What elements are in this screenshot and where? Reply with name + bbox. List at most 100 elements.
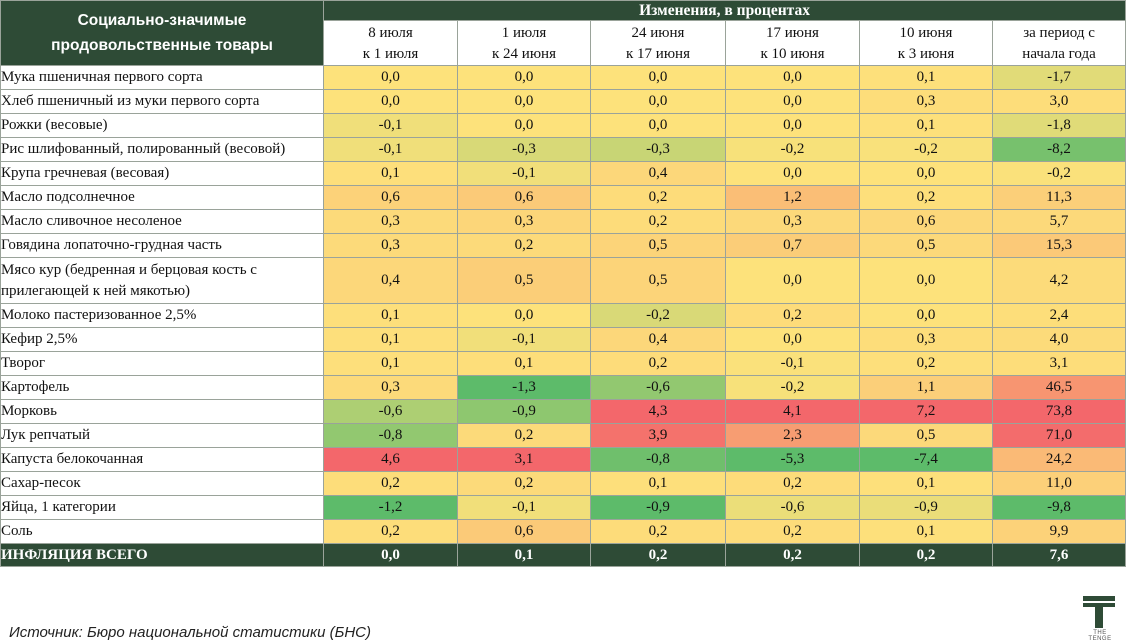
row-label: Крупа гречневая (весовая): [0, 161, 324, 186]
value-cell: 0,5: [859, 233, 993, 258]
column-header-line: начала года: [1022, 46, 1096, 62]
value-cell: 0,3: [859, 89, 993, 114]
row-label: Капуста белокочанная: [0, 447, 324, 472]
value-cell: 0,0: [323, 89, 458, 114]
value-cell: -0,2: [725, 137, 860, 162]
column-header-line: к 1 июля: [362, 46, 419, 62]
value-cell: 46,5: [991, 375, 1127, 400]
value-cell: 4,2: [991, 257, 1127, 304]
value-cell: 0,2: [323, 519, 458, 544]
value-cell: 0,2: [859, 185, 993, 210]
table-row: Крупа гречневая (весовая) 0,1 -0,1 0,4 0,0 0,…: [0, 161, 1127, 186]
total-value-cell: 0,2: [725, 543, 860, 567]
row-label: Картофель: [0, 375, 324, 400]
table-row: Яйца, 1 категории -1,2 -0,1 -0,9 -0,6 -0,9 -9,…: [0, 495, 1127, 520]
tenge-t-logo-icon: [1083, 596, 1115, 628]
value-cell: 0,5: [590, 233, 726, 258]
row-label: Лук репчатый: [0, 423, 324, 448]
value-cell: 0,6: [323, 185, 458, 210]
value-cell: 0,1: [323, 327, 458, 352]
row-label: Яйца, 1 категории: [0, 495, 324, 520]
value-cell: -0,3: [590, 137, 726, 162]
value-cell: 0,1: [590, 471, 726, 496]
value-cell: 0,2: [457, 233, 591, 258]
group-header: Изменения, в процентах: [322, 0, 1127, 21]
value-cell: 0,2: [457, 423, 591, 448]
column-header-line: 17 июня: [766, 25, 819, 41]
value-cell: 3,1: [991, 351, 1127, 376]
table-row: Мука пшеничная первого сорта 0,0 0,0 0,0 0,0…: [0, 65, 1127, 90]
value-cell: 0,4: [590, 161, 726, 186]
value-cell: 0,1: [859, 65, 993, 90]
value-cell: 15,3: [991, 233, 1127, 258]
value-cell: 24,2: [991, 447, 1127, 472]
column-header: за период с начала года: [991, 20, 1127, 66]
value-cell: 3,9: [590, 423, 726, 448]
total-value-cell: 7,6: [991, 543, 1127, 567]
row-label: Рис шлифованный, полированный (весовой): [0, 137, 324, 162]
table-row: Кефир 2,5% 0,1 -0,1 0,4 0,0 0,3 4,0: [0, 327, 1127, 352]
value-cell: -0,1: [323, 113, 458, 138]
value-cell: -0,8: [590, 447, 726, 472]
value-cell: 0,4: [590, 327, 726, 352]
value-cell: 0,0: [725, 327, 860, 352]
table-row: Мясо кур (бедренная и берцовая кость с п…: [0, 257, 1127, 304]
table-row: Творог 0,1 0,1 0,2 -0,1 0,2 3,1: [0, 351, 1127, 376]
table-row: Картофель 0,3 -1,3 -0,6 -0,2 1,1 46,5: [0, 375, 1127, 400]
value-cell: -5,3: [725, 447, 860, 472]
table-row: Хлеб пшеничный из муки первого сорта 0,0 0…: [0, 89, 1127, 114]
value-cell: 1,2: [725, 185, 860, 210]
value-cell: 0,2: [725, 471, 860, 496]
value-cell: 4,1: [725, 399, 860, 424]
row-label: Масло подсолнечное: [0, 185, 324, 210]
value-cell: 0,2: [859, 351, 993, 376]
value-cell: 0,4: [323, 257, 458, 304]
value-cell: 71,0: [991, 423, 1127, 448]
row-label: Мука пшеничная первого сорта: [0, 65, 324, 90]
value-cell: -0,9: [859, 495, 993, 520]
table-row: Масло сливочное несоленое 0,3 0,3 0,2 0,3 0,6…: [0, 209, 1127, 234]
column-header: 24 июня к 17 июня: [590, 20, 726, 66]
value-cell: 4,6: [323, 447, 458, 472]
column-header-line: 1 июля: [501, 25, 547, 41]
value-cell: 0,0: [590, 65, 726, 90]
column-header: 17 июня к 10 июня: [725, 20, 860, 66]
value-cell: 0,1: [859, 113, 993, 138]
value-cell: 0,1: [323, 303, 458, 328]
value-cell: -1,3: [457, 375, 591, 400]
value-cell: -0,1: [457, 495, 591, 520]
value-cell: 9,9: [991, 519, 1127, 544]
total-value-cell: 0,1: [457, 543, 591, 567]
value-cell: 0,5: [457, 257, 591, 304]
value-cell: 0,3: [457, 209, 591, 234]
total-value-cell: 0,2: [590, 543, 726, 567]
row-label: Хлеб пшеничный из муки первого сорта: [0, 89, 324, 114]
value-cell: -0,1: [725, 351, 860, 376]
table-row: Масло подсолнечное 0,6 0,6 0,2 1,2 0,2 11,3: [0, 185, 1127, 210]
column-header-line: за период с: [1023, 25, 1095, 41]
value-cell: 0,0: [457, 303, 591, 328]
value-cell: -0,2: [991, 161, 1127, 186]
value-cell: 0,1: [323, 351, 458, 376]
value-cell: 0,5: [590, 257, 726, 304]
value-cell: 0,0: [725, 65, 860, 90]
value-cell: 0,0: [323, 65, 458, 90]
value-cell: 2,3: [725, 423, 860, 448]
source-note: Источник: Бюро национальной статистики (…: [9, 624, 371, 641]
value-cell: 0,0: [859, 303, 993, 328]
row-label: Морковь: [0, 399, 324, 424]
value-cell: -0,8: [323, 423, 458, 448]
value-cell: 0,0: [725, 257, 860, 304]
total-value-cell: 0,2: [859, 543, 993, 567]
total-label: ИНФЛЯЦИЯ ВСЕГО: [0, 543, 324, 567]
row-label: Рожки (весовые): [0, 113, 324, 138]
table-row: Морковь -0,6 -0,9 4,3 4,1 7,2 73,8: [0, 399, 1127, 424]
column-header-line: 10 июня: [899, 25, 953, 41]
row-label: Масло сливочное несоленое: [0, 209, 324, 234]
value-cell: 0,0: [590, 89, 726, 114]
value-cell: -1,2: [323, 495, 458, 520]
value-cell: 0,3: [725, 209, 860, 234]
value-cell: 0,5: [859, 423, 993, 448]
value-cell: 73,8: [991, 399, 1127, 424]
value-cell: 11,0: [991, 471, 1127, 496]
